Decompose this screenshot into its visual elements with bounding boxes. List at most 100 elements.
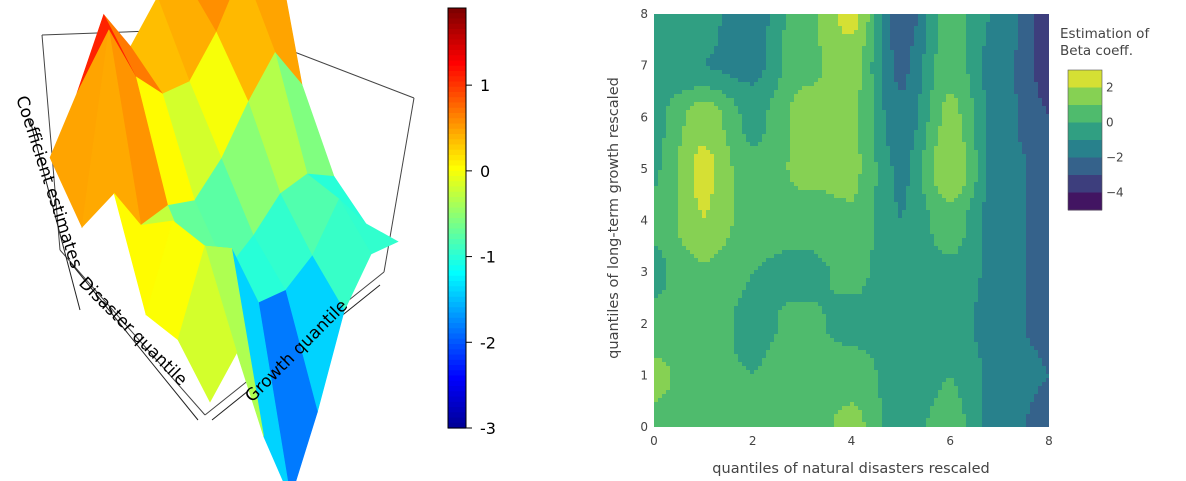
contour-cell (974, 170, 979, 175)
contour-cell (722, 122, 727, 127)
contour-cell (858, 110, 863, 115)
contour-cell (902, 98, 907, 103)
contour-cell (810, 62, 815, 67)
contour-cell (898, 118, 903, 123)
contour-cell (906, 14, 911, 19)
contour-cell (666, 170, 671, 175)
contour-cell (926, 66, 931, 71)
contour-cell (862, 166, 867, 171)
contour-cell (654, 114, 659, 119)
contour-cell (954, 74, 959, 79)
contour-cell (886, 118, 891, 123)
contour-cell (846, 18, 851, 23)
contour-cell (942, 106, 947, 111)
contour-cell (818, 166, 823, 171)
contour-cell (794, 82, 799, 87)
contour-cell (842, 166, 847, 171)
contour-cell (958, 82, 963, 87)
contour-cell (774, 114, 779, 119)
contour-cell (950, 70, 955, 75)
contour-cell (722, 114, 727, 119)
contour-cell (942, 42, 947, 47)
contour-cell (726, 166, 731, 171)
contour-cell (994, 154, 999, 159)
contour-cell (722, 26, 727, 31)
contour-cell (670, 158, 675, 163)
contour-cell (970, 182, 975, 187)
contour-cell (982, 26, 987, 31)
colorbar-frame (447, 7, 467, 429)
contour-cell (994, 202, 999, 207)
contour-cell (782, 46, 787, 51)
contour-cell (742, 34, 747, 39)
contour-cell (862, 66, 867, 71)
contour-cell (702, 74, 707, 79)
contour-cell (758, 206, 763, 211)
contour-cell (774, 198, 779, 203)
contour-cell (986, 42, 991, 47)
contour-cell (890, 66, 895, 71)
colorbar-segment (448, 170, 466, 177)
contour-cell (942, 146, 947, 151)
box-edge (41, 34, 61, 251)
contour-cell (726, 30, 731, 35)
contour-cell (782, 130, 787, 135)
contour-cell (666, 94, 671, 99)
contour-cell (706, 114, 711, 119)
contour-cell (1022, 126, 1027, 131)
contour-cell (934, 90, 939, 95)
contour-cell (758, 122, 763, 127)
contour-cell (654, 42, 659, 47)
contour-cell (1002, 86, 1007, 91)
contour-cell (818, 186, 823, 191)
contour-cell (830, 182, 835, 187)
contour-cell (950, 162, 955, 167)
contour-cell (714, 90, 719, 95)
contour-cell (834, 186, 839, 191)
contour-cell (786, 142, 791, 147)
contour-cell (846, 46, 851, 51)
contour-cell (790, 66, 795, 71)
contour-cell (790, 118, 795, 123)
contour-cell (854, 14, 859, 19)
colorbar-segment (448, 228, 466, 235)
contour-cell (706, 130, 711, 135)
contour-cell (762, 66, 767, 71)
contour-cell (874, 126, 879, 131)
contour-cell (966, 130, 971, 135)
contour-cell (866, 206, 871, 211)
contour-cell (1034, 122, 1039, 127)
contour-cell (862, 90, 867, 95)
contour-cell (798, 130, 803, 135)
contour-cell (938, 54, 943, 59)
contour-cell (962, 122, 967, 127)
contour-cell (1018, 158, 1023, 163)
contour-cell (966, 98, 971, 103)
contour-cell (666, 162, 671, 167)
contour-cell (674, 54, 679, 59)
contour-cell (718, 198, 723, 203)
contour-cell (750, 38, 755, 43)
contour-cell (858, 62, 863, 67)
contour-cell (926, 86, 931, 91)
contour-cell (1046, 202, 1049, 207)
contour-cell (770, 14, 775, 19)
contour-cell (758, 194, 763, 199)
contour-cell (938, 154, 943, 159)
colorbar-segment (448, 139, 466, 146)
contour-cell (738, 154, 743, 159)
contour-cell (970, 110, 975, 115)
colorbar-segment (448, 76, 466, 83)
contour-cell (946, 158, 951, 163)
contour-cell (994, 198, 999, 203)
contour-cell (1034, 50, 1039, 55)
contour-cell (946, 46, 951, 51)
contour-cell (1002, 146, 1007, 151)
contour-cell (754, 182, 759, 187)
contour-cell (738, 66, 743, 71)
contour-cell (990, 170, 995, 175)
contour-cell (770, 170, 775, 175)
contour-cell (1014, 66, 1019, 71)
contour-cell (726, 142, 731, 147)
contour-cell (926, 190, 931, 195)
